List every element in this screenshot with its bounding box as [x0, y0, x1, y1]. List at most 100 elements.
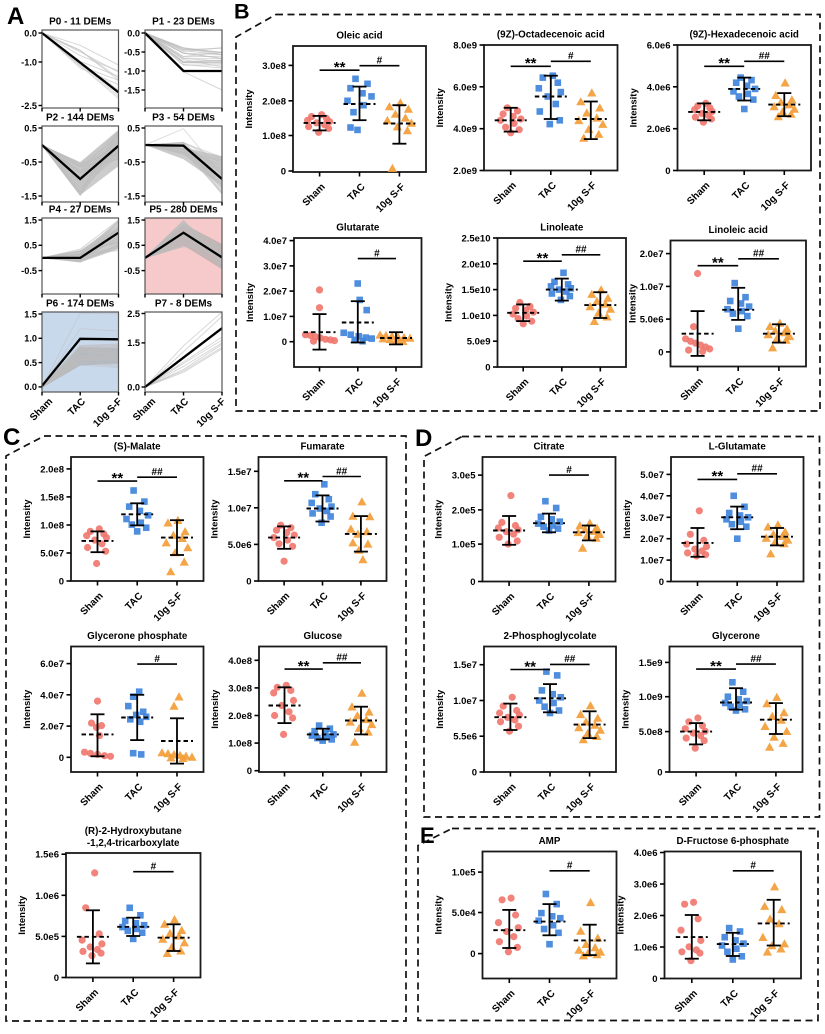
svg-text:5.0e7: 5.0e7	[640, 470, 664, 481]
svg-text:D-Fructose 6-phosphate: D-Fructose 6-phosphate	[676, 836, 789, 847]
svg-text:4.0e7: 4.0e7	[640, 491, 664, 502]
svg-text:B: B	[234, 0, 250, 24]
svg-text:Intensity: Intensity	[622, 499, 633, 539]
svg-text:0: 0	[658, 347, 663, 358]
svg-text:**: **	[718, 55, 730, 72]
svg-text:4.0e6: 4.0e6	[647, 82, 671, 93]
svg-text:Intensity: Intensity	[22, 499, 33, 539]
svg-text:P2 - 144 DEMs: P2 - 144 DEMs	[46, 113, 115, 124]
svg-text:2.0e9: 2.0e9	[453, 166, 477, 177]
svg-text:0.0: 0.0	[127, 28, 140, 38]
svg-text:1.5e6: 1.5e6	[35, 850, 59, 861]
svg-text:##: ##	[752, 464, 764, 475]
svg-text:-0.5: -0.5	[21, 157, 37, 167]
svg-text:0.0: 0.0	[24, 382, 37, 392]
svg-text:0: 0	[665, 166, 670, 177]
svg-text:-1.0: -1.0	[21, 57, 37, 67]
svg-text:5.0e4: 5.0e4	[452, 908, 476, 919]
svg-text:Intensity: Intensity	[435, 88, 446, 128]
svg-text:2.5e10: 2.5e10	[461, 234, 490, 245]
svg-text:**: **	[112, 470, 124, 487]
svg-text:##: ##	[575, 245, 587, 256]
svg-text:##: ##	[750, 654, 762, 665]
svg-text:1.0e6: 1.0e6	[634, 943, 658, 954]
svg-text:1.0e5: 1.0e5	[452, 540, 476, 551]
svg-text:#: #	[568, 51, 574, 62]
svg-text:1.0e8: 1.0e8	[40, 521, 64, 532]
svg-text:0: 0	[485, 363, 490, 374]
svg-text:Fumarate: Fumarate	[300, 442, 345, 453]
svg-text:**: **	[710, 658, 722, 675]
svg-text:1.5: 1.5	[24, 309, 37, 319]
svg-text:L-Glutamate: L-Glutamate	[709, 442, 767, 453]
svg-text:1.0e7: 1.0e7	[228, 503, 252, 514]
svg-text:0.5: 0.5	[127, 241, 140, 251]
svg-text:Intensity: Intensity	[434, 499, 445, 539]
svg-text:Linoleic acid: Linoleic acid	[709, 225, 768, 236]
svg-text:3.0e8: 3.0e8	[262, 61, 286, 72]
svg-text:Linoleate: Linoleate	[540, 223, 584, 234]
svg-text:8.0e9: 8.0e9	[453, 41, 477, 52]
svg-text:6.0e9: 6.0e9	[453, 82, 477, 93]
svg-text:1.0e8: 1.0e8	[228, 739, 252, 750]
svg-text:0: 0	[282, 337, 287, 348]
svg-text:3.0e7: 3.0e7	[640, 513, 664, 524]
svg-text:0: 0	[659, 577, 664, 588]
svg-text:2.0e7: 2.0e7	[640, 534, 664, 545]
svg-text:Glucose: Glucose	[303, 631, 342, 642]
svg-text:0.5: 0.5	[24, 241, 37, 251]
svg-text:0: 0	[247, 766, 252, 777]
svg-text:**: **	[334, 59, 346, 76]
svg-text:#: #	[750, 861, 756, 872]
svg-text:3.0e7: 3.0e7	[263, 261, 287, 272]
svg-text:1.5e10: 1.5e10	[461, 285, 490, 296]
svg-text:(R)-2-Hydroxybutane: (R)-2-Hydroxybutane	[85, 826, 182, 837]
svg-text:##: ##	[152, 467, 164, 478]
svg-text:Intensity: Intensity	[210, 689, 221, 729]
svg-text:Intensity: Intensity	[210, 499, 221, 539]
svg-text:(9Z)-Hexadecenoic acid: (9Z)-Hexadecenoic acid	[689, 30, 798, 41]
svg-text:##: ##	[336, 653, 348, 664]
svg-text:##: ##	[759, 51, 771, 62]
svg-text:P1 - 23 DEMs: P1 - 23 DEMs	[152, 17, 215, 28]
svg-text:4.0e8: 4.0e8	[228, 656, 252, 667]
svg-text:5.0e6: 5.0e6	[228, 540, 252, 551]
svg-text:0.0: 0.0	[24, 28, 37, 38]
svg-text:2.5: 2.5	[127, 309, 140, 319]
svg-text:-0.5: -0.5	[21, 266, 37, 276]
svg-text:1.5e8: 1.5e8	[40, 492, 64, 503]
svg-text:Intensity: Intensity	[629, 88, 640, 128]
svg-text:Intensity: Intensity	[244, 89, 255, 129]
svg-text:-2.5: -2.5	[21, 101, 37, 111]
svg-text:-1.0: -1.0	[124, 66, 140, 76]
svg-text:1.0e7: 1.0e7	[640, 556, 664, 567]
svg-text:0: 0	[281, 167, 286, 178]
svg-text:**: **	[298, 658, 310, 675]
svg-text:#: #	[567, 861, 573, 872]
svg-text:P4 - 27 DEMs: P4 - 27 DEMs	[49, 205, 112, 216]
svg-text:4.0e6: 4.0e6	[634, 848, 658, 859]
svg-text:6.0e7: 6.0e7	[40, 659, 64, 670]
svg-text:0.5: 0.5	[24, 358, 37, 368]
svg-text:-0.5: -0.5	[124, 157, 140, 167]
svg-text:1.0e5: 1.0e5	[452, 868, 476, 879]
svg-text:Intensity: Intensity	[434, 895, 445, 935]
svg-text:0: 0	[652, 974, 657, 985]
svg-text:5.5e6: 5.5e6	[453, 732, 477, 743]
svg-text:5.0e7: 5.0e7	[40, 549, 64, 560]
svg-text:5.0e9: 5.0e9	[467, 337, 491, 348]
svg-text:1.0: 1.0	[24, 334, 37, 344]
svg-text:AMP: AMP	[539, 836, 561, 847]
svg-text:3.0e6: 3.0e6	[634, 880, 658, 891]
svg-text:##: ##	[753, 249, 765, 260]
svg-text:2-Phosphoglycolate: 2-Phosphoglycolate	[503, 631, 597, 642]
svg-text:5.0e6: 5.0e6	[640, 315, 664, 326]
svg-text:P0 - 11 DEMs: P0 - 11 DEMs	[49, 17, 112, 28]
svg-text:0: 0	[59, 577, 64, 588]
svg-text:0: 0	[657, 768, 662, 779]
svg-text:#: #	[377, 56, 383, 67]
svg-text:(S)-Malate: (S)-Malate	[114, 442, 161, 453]
svg-text:5.0e5: 5.0e5	[35, 932, 59, 943]
svg-text:2.0e6: 2.0e6	[634, 911, 658, 922]
svg-text:1.0e6: 1.0e6	[35, 891, 59, 902]
